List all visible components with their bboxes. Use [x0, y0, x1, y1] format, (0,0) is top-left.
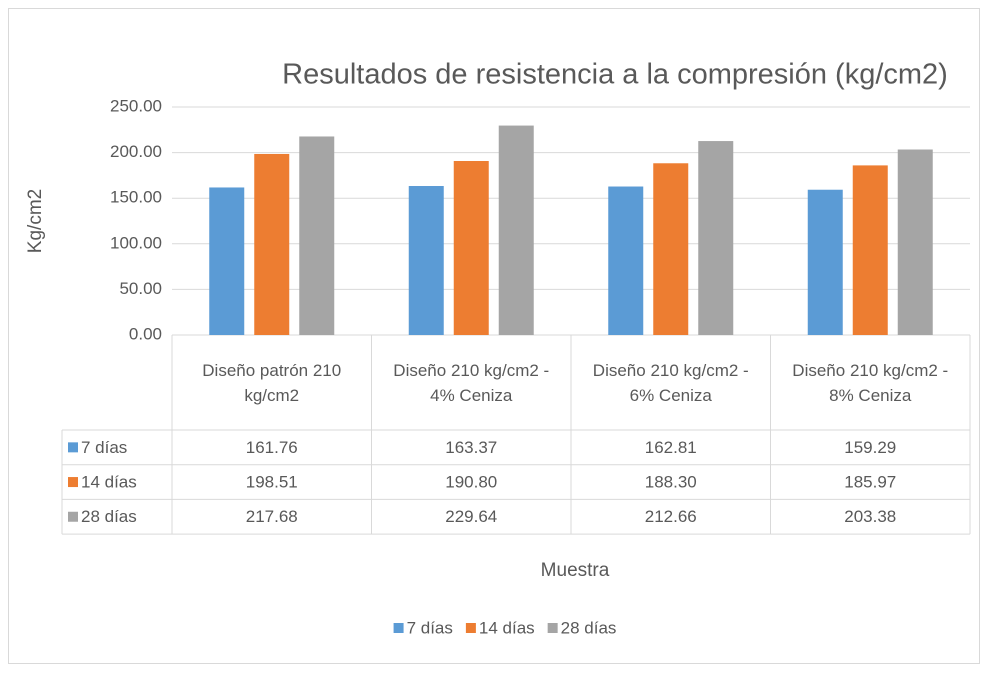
- legend-key: [68, 442, 78, 453]
- category-cell: Diseño patrón 210 kg/cm2: [202, 360, 342, 405]
- y-tick-label: 50.00: [119, 279, 162, 298]
- legend-key: [393, 623, 404, 633]
- category-cell: Diseño 210 kg/cm2 - 4% Ceniza: [393, 360, 550, 405]
- y-axis-label: Kg/cm2: [25, 189, 46, 253]
- x-tick-label: Diseño 210 kg/cm2 - 8% Ceniza: [792, 360, 949, 405]
- table-value: 198.51: [246, 473, 298, 492]
- table-series-name: 7 días: [81, 438, 127, 457]
- bar: [698, 141, 734, 335]
- bar: [498, 125, 534, 335]
- x-tick-label: Diseño 210 kg/cm2 - 4% Ceniza: [393, 360, 550, 405]
- bar: [254, 153, 290, 335]
- bar: [299, 136, 335, 335]
- bar: [807, 189, 843, 335]
- x-tick-label: Diseño patrón 210 kg/cm2: [202, 360, 342, 405]
- legend-key: [465, 623, 476, 633]
- bar: [608, 186, 644, 335]
- legend-label: 14 días: [479, 618, 535, 637]
- y-tick-label: 200.00: [110, 142, 162, 161]
- table-value: 159.29: [844, 438, 896, 457]
- table-value: 161.76: [246, 438, 298, 457]
- table-value: 217.68: [246, 507, 298, 526]
- bar: [408, 186, 444, 335]
- table-value: 162.81: [645, 438, 697, 457]
- bar: [852, 165, 888, 335]
- y-tick-label: 100.00: [110, 233, 162, 252]
- x-tick-label: Diseño 210 kg/cm2 - 6% Ceniza: [592, 360, 749, 405]
- bar: [653, 163, 689, 335]
- legend-key: [68, 511, 78, 522]
- table-value: 185.97: [844, 473, 896, 492]
- y-tick-label: 250.00: [110, 96, 162, 115]
- table-series-name: 14 días: [81, 473, 137, 492]
- y-tick-label: 150.00: [110, 188, 162, 207]
- table-value: 212.66: [645, 507, 697, 526]
- chart-border: [8, 8, 980, 664]
- chart-title: Resultados de resistencia a la compresió…: [282, 59, 948, 91]
- legend-key: [68, 477, 78, 488]
- bar: [209, 187, 245, 335]
- table-value: 203.38: [844, 507, 896, 526]
- bar: [453, 160, 489, 335]
- table-value: 163.37: [445, 438, 497, 457]
- table-value: 188.30: [645, 473, 697, 492]
- category-cell: Diseño 210 kg/cm2 - 8% Ceniza: [792, 360, 949, 405]
- legend-key: [547, 623, 558, 633]
- table-series-name: 28 días: [81, 507, 137, 526]
- y-tick-label: 0.00: [129, 324, 162, 343]
- legend-label: 7 días: [407, 618, 453, 637]
- table-value: 229.64: [445, 507, 497, 526]
- table-value: 190.80: [445, 473, 497, 492]
- bar: [897, 149, 933, 335]
- x-axis-label: Muestra: [541, 560, 610, 581]
- legend-label: 28 días: [561, 618, 617, 637]
- category-cell: Diseño 210 kg/cm2 - 6% Ceniza: [592, 360, 749, 405]
